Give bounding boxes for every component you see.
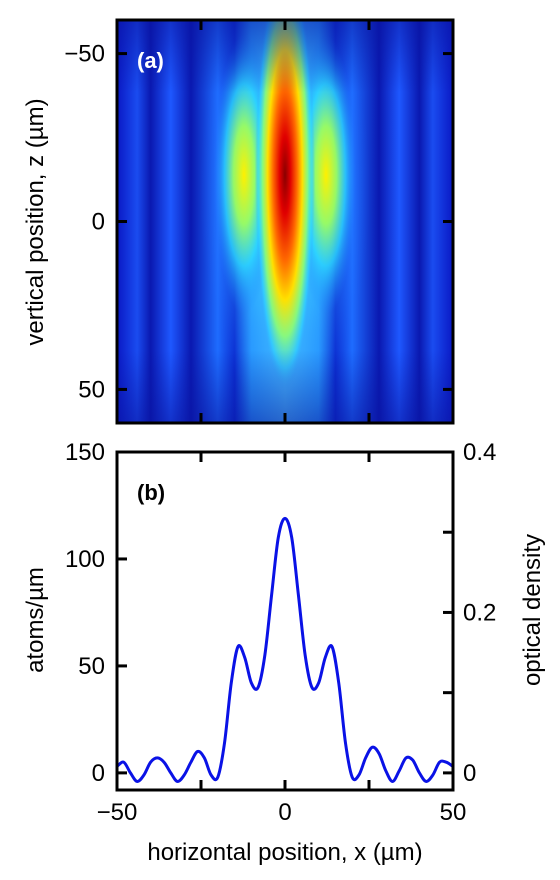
density-profile-curve: [116, 516, 454, 783]
heatmap-image: [117, 20, 453, 423]
plot-y-tick-label: 150: [65, 439, 105, 466]
heatmap-panel: −50 0 50 (a) vertical position, z (µm): [22, 18, 455, 425]
plot-ticks: 0 50 100 150 0 0.2 0.4 −50 0 50: [65, 439, 496, 826]
plot-frame: [115, 450, 455, 792]
heatmap-y-axis-label: vertical position, z (µm): [22, 98, 49, 345]
heatmap-y-tick-label: 0: [92, 209, 105, 236]
plot-right-y-tick-label: 0.4: [463, 439, 496, 466]
line-plot-panel: 0 50 100 150 0 0.2 0.4 −50 0 50 (b) atoms/µm opti…: [22, 439, 546, 866]
plot-y-tick-label: 50: [78, 653, 105, 680]
plot-right-y-tick-label: 0: [463, 760, 476, 787]
heatmap-y-tick-label: −50: [64, 41, 105, 68]
plot-x-axis-label: horizontal position, x (µm): [147, 839, 422, 866]
plot-y-tick-label: 100: [65, 546, 105, 573]
plot-right-y-axis-label: optical density: [519, 534, 546, 686]
heatmap-ticks: −50 0 50: [64, 20, 453, 423]
heatmap-y-tick-label: 50: [78, 376, 105, 403]
plot-right-y-tick-label: 0.2: [463, 599, 496, 626]
plot-y-axis-label: atoms/µm: [22, 567, 49, 673]
plot-x-tick-label: 50: [440, 799, 467, 826]
plot-x-tick-label: 0: [278, 799, 291, 826]
plot-x-tick-label: −50: [97, 799, 138, 826]
panel-b-label: (b): [137, 480, 165, 505]
panel-a-label: (a): [137, 48, 164, 73]
plot-y-tick-label: 0: [92, 760, 105, 787]
